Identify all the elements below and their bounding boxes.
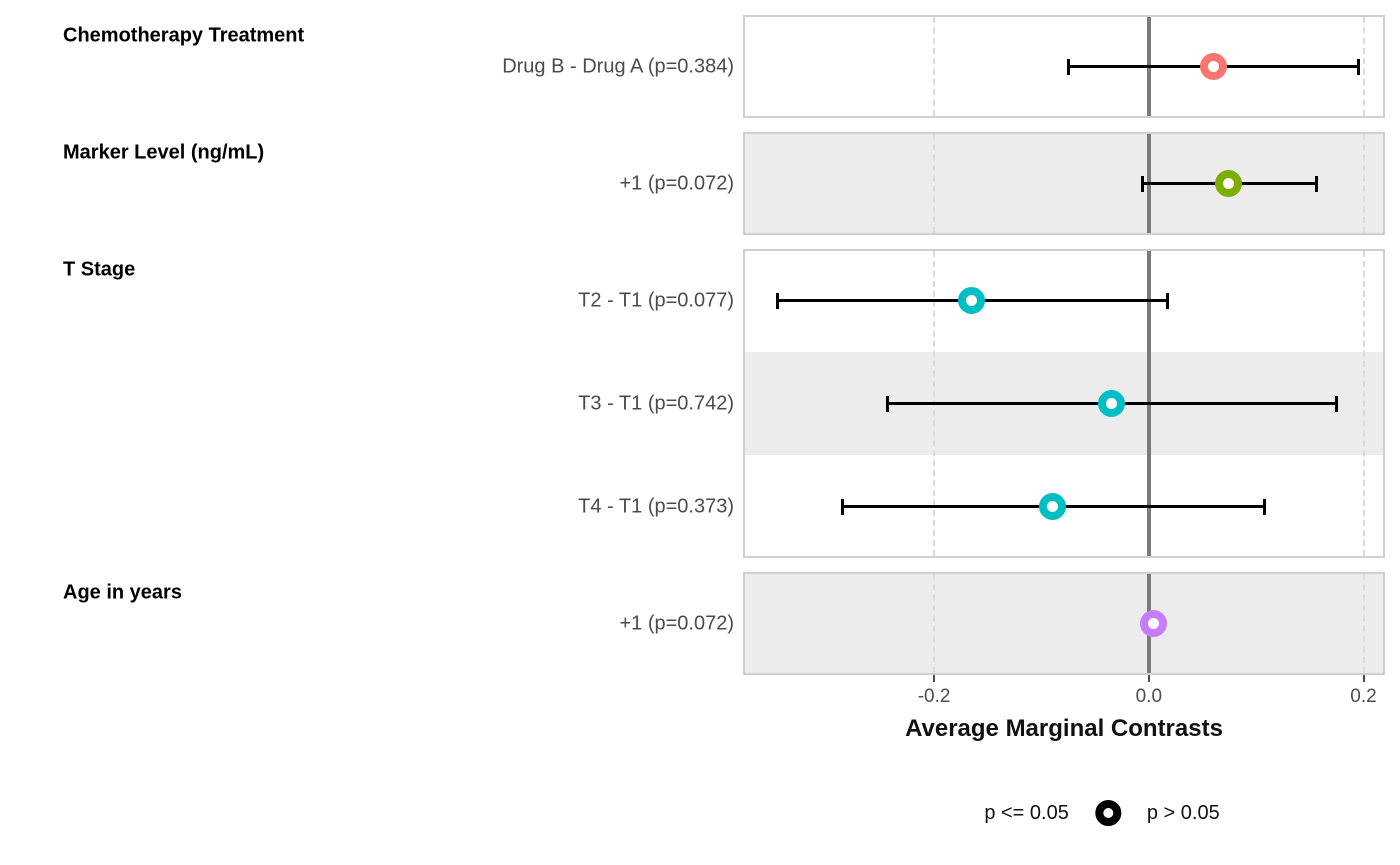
group-header: Age in years: [63, 581, 182, 604]
ci-cap-left: [1067, 58, 1071, 75]
dashed-gridline: [933, 17, 936, 116]
legend: p <= 0.05 p > 0.05: [984, 800, 1220, 826]
estimate-point: [1097, 390, 1125, 417]
facet-panel: [743, 15, 1385, 118]
ci-cap-right: [1315, 175, 1319, 192]
x-axis-tick-label: -0.2: [917, 686, 951, 707]
dashed-gridline: [1362, 17, 1365, 116]
dashed-gridline: [933, 574, 936, 673]
row-label: T4 - T1 (p=0.373): [578, 495, 734, 517]
dashed-gridline: [1362, 134, 1365, 233]
open-circle-icon: [1094, 800, 1121, 826]
x-axis-tick: [933, 675, 936, 682]
ci-cap-left: [776, 292, 780, 309]
shaded-row-band: [745, 574, 1383, 673]
x-axis-tick-label: 0.0: [1135, 686, 1163, 707]
estimate-point: [1214, 170, 1242, 197]
group-header: T Stage: [63, 258, 136, 281]
ci-cap-left: [840, 498, 844, 515]
group-header: Marker Level (ng/mL): [63, 141, 265, 164]
row-label: T3 - T1 (p=0.742): [578, 392, 734, 414]
estimate-point: [1139, 610, 1167, 637]
estimate-point: [1038, 493, 1066, 520]
dashed-gridline: [933, 134, 936, 233]
x-axis-tick: [1147, 675, 1150, 682]
estimate-point: [1199, 53, 1227, 80]
ci-cap-right: [1334, 395, 1338, 412]
dashed-gridline: [1362, 574, 1365, 673]
row-label: T2 - T1 (p=0.077): [578, 289, 734, 311]
dashed-gridline: [1362, 251, 1365, 556]
row-label: +1 (p=0.072): [619, 172, 734, 194]
estimate-point: [958, 287, 986, 314]
ci-cap-right: [1357, 58, 1361, 75]
facet-panel: [743, 132, 1385, 235]
legend-label-significant: p <= 0.05: [984, 801, 1069, 824]
ci-cap-right: [1166, 292, 1170, 309]
x-axis-title: Average Marginal Contrasts: [905, 715, 1223, 742]
facet-panel: [743, 572, 1385, 675]
row-label: Drug B - Drug A (p=0.384): [502, 55, 734, 77]
ci-cap-left: [1141, 175, 1145, 192]
row-label: +1 (p=0.072): [619, 612, 734, 634]
ci-cap-right: [1262, 498, 1266, 515]
x-axis-tick: [1362, 675, 1365, 682]
facet-panel: [743, 249, 1385, 558]
ci-cap-left: [885, 395, 889, 412]
legend-label-nonsignificant: p > 0.05: [1146, 801, 1220, 824]
x-axis-tick-label: 0.2: [1350, 686, 1377, 707]
group-header: Chemotherapy Treatment: [63, 24, 305, 47]
